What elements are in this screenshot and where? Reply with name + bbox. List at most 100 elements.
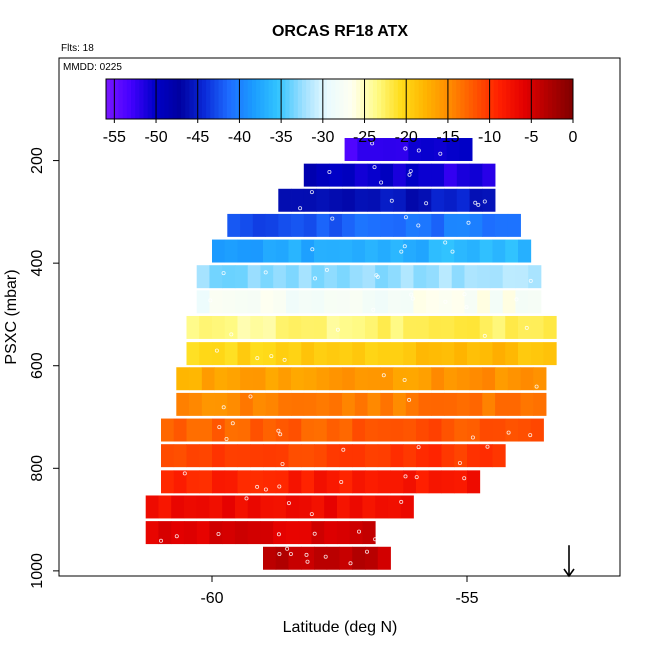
heatmap-cell xyxy=(316,188,330,212)
heatmap-cell xyxy=(393,392,407,416)
heatmap-cell xyxy=(352,444,366,468)
heatmap-cell xyxy=(375,495,389,519)
sample-point xyxy=(309,512,314,517)
heatmap-cell xyxy=(507,392,521,416)
heatmap-cell xyxy=(426,290,440,314)
heatmap-cell xyxy=(339,315,353,339)
heatmap-cell xyxy=(329,392,343,416)
heatmap-cell xyxy=(224,315,238,339)
heatmap-cell xyxy=(298,521,312,545)
heatmap-cell xyxy=(288,315,302,339)
colorbar-swatch xyxy=(435,79,441,119)
heatmap-cell xyxy=(288,418,302,442)
heatmap-cell xyxy=(403,470,417,494)
heatmap-cell xyxy=(329,213,343,237)
heatmap-cell xyxy=(467,470,481,494)
sample-point xyxy=(443,299,448,304)
heatmap-cell xyxy=(176,367,190,391)
sample-point xyxy=(182,471,187,476)
sample-point xyxy=(409,292,414,297)
colorbar-swatch xyxy=(310,79,315,119)
sample-point xyxy=(263,270,268,275)
heatmap-cell xyxy=(336,265,351,289)
heatmap-cell xyxy=(416,470,430,494)
heatmap-cell xyxy=(528,265,542,289)
heatmap-cell xyxy=(339,444,353,468)
heatmap-cell xyxy=(273,495,287,519)
colorbar-swatch xyxy=(543,79,549,119)
heatmap-cell xyxy=(316,367,330,391)
heatmap-cell xyxy=(237,444,251,468)
heatmap-cell xyxy=(489,290,504,314)
colorbar-tick-label: -10 xyxy=(478,129,501,146)
heatmap-cell xyxy=(418,367,432,391)
heatmap-cell xyxy=(441,418,455,442)
heatmap-cell xyxy=(209,521,223,545)
heatmap-cell xyxy=(186,315,200,339)
sample-point xyxy=(288,552,293,557)
colorbar-swatch xyxy=(256,79,261,119)
heatmap-cell xyxy=(298,265,312,289)
heatmap-cell xyxy=(456,163,470,187)
heatmap-cell xyxy=(199,342,213,366)
sample-point xyxy=(371,307,376,312)
heatmap-cell xyxy=(362,521,376,545)
heatmap-cell xyxy=(301,546,315,570)
heatmap-cell xyxy=(405,392,419,416)
heatmap-cell xyxy=(224,444,238,468)
colorbar-swatch xyxy=(122,79,128,119)
heatmap-cell xyxy=(444,188,458,212)
heatmap-cell xyxy=(543,315,557,339)
heatmap-cell xyxy=(477,290,491,314)
heatmap-cell xyxy=(311,290,325,314)
heatmap-cell xyxy=(477,265,491,289)
heatmap-cell xyxy=(533,367,547,391)
heatmap-cell xyxy=(275,342,289,366)
sample-point xyxy=(407,172,412,177)
heatmap-cell xyxy=(352,418,366,442)
heatmap-cell xyxy=(482,367,496,391)
heatmap-cell xyxy=(173,470,187,494)
heatmap-cell xyxy=(265,213,279,237)
heatmap-cell xyxy=(377,444,391,468)
heatmap-cell xyxy=(492,342,506,366)
heatmap-cell xyxy=(505,315,519,339)
colorbar-swatch xyxy=(518,79,524,119)
heatmap-cell xyxy=(314,342,328,366)
sample-point xyxy=(158,538,163,543)
colorbar-swatch xyxy=(510,79,516,119)
heatmap-cell xyxy=(260,521,274,545)
colorbar-swatch xyxy=(318,79,324,119)
heatmap-cell xyxy=(479,315,493,339)
heatmap-cell xyxy=(467,342,481,366)
colorbar-swatch xyxy=(276,79,282,119)
heatmap-cell xyxy=(158,495,172,519)
colorbar-swatch xyxy=(447,79,453,119)
sample-point xyxy=(364,549,369,554)
colorbar-swatch xyxy=(481,79,486,119)
heatmap-cell xyxy=(324,265,338,289)
heatmap-cell xyxy=(326,342,340,366)
heatmap-cell xyxy=(171,521,185,545)
heatmap-cell xyxy=(377,546,391,570)
sample-point xyxy=(466,220,471,225)
heatmap-cell xyxy=(214,392,228,416)
heatmap-cell xyxy=(390,418,404,442)
heatmap-cell xyxy=(298,495,312,519)
sample-point xyxy=(457,460,462,465)
x-axis-label: Latitude (deg N) xyxy=(283,619,398,636)
heatmap-cell xyxy=(336,290,351,314)
sample-point xyxy=(416,148,421,153)
colorbar-swatch xyxy=(151,79,157,119)
heatmap-cell xyxy=(222,265,236,289)
heatmap-cell xyxy=(416,315,430,339)
heatmap-cell xyxy=(329,163,343,187)
colorbar-swatch xyxy=(135,79,140,119)
heatmap-cell xyxy=(431,367,445,391)
heatmap-cell xyxy=(326,470,340,494)
heatmap-cell xyxy=(456,188,470,212)
heatmap-cell xyxy=(209,495,223,519)
heatmap-cell xyxy=(467,239,481,263)
y-tick-label: 1000 xyxy=(29,553,46,589)
heatmap-cell xyxy=(505,342,519,366)
